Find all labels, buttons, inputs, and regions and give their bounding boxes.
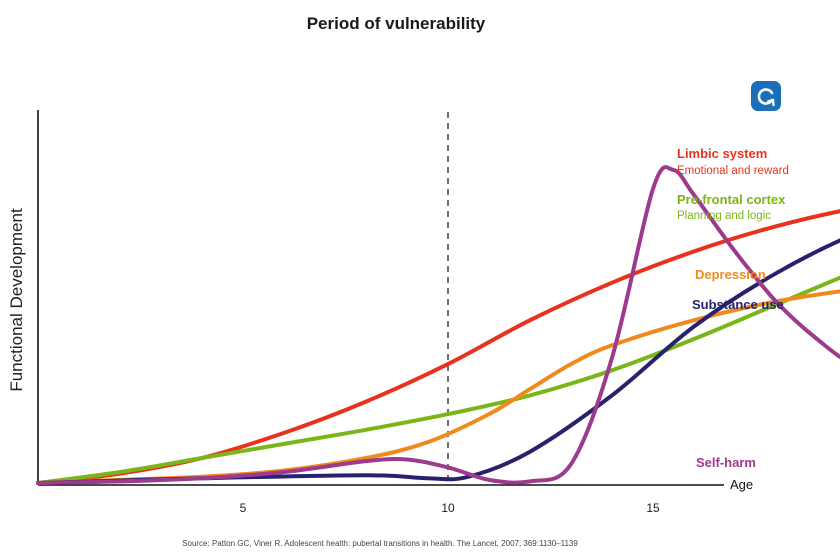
x-axis-label: Age (730, 477, 753, 492)
x-tick-label: 5 (240, 501, 247, 515)
series-line-self-harm (36, 165, 840, 485)
y-axis-label: Functional Development (7, 208, 26, 392)
legend-label-substance-use: Substance use (692, 297, 784, 312)
legend-label-depression: Depression (695, 267, 766, 282)
refresh-icon[interactable] (751, 81, 781, 111)
legend-sublabel-limbic-system: Emotional and reward (677, 165, 789, 177)
legend-label-limbic-system: Limbic system (677, 146, 767, 161)
x-tick-label: 10 (441, 501, 455, 515)
legend-label-self-harm: Self-harm (696, 455, 756, 470)
source-note: Source: Patton GC, Viner R. Adolescent h… (182, 539, 578, 548)
chart-title: Period of vulnerability (307, 14, 486, 33)
legend-sublabel-pre-frontal-cortex: Planning and logic (677, 210, 771, 222)
x-tick-label: 15 (646, 501, 660, 515)
legend-label-pre-frontal-cortex: Pre-frontal cortex (677, 192, 786, 207)
series-line-limbic-system (36, 209, 840, 485)
